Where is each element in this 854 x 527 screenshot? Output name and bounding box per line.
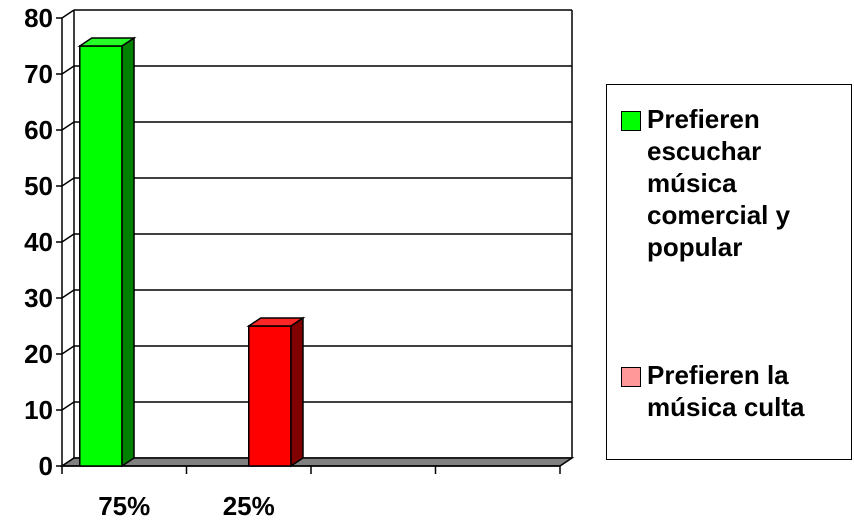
chart-floor xyxy=(59,457,575,467)
chart-grid xyxy=(61,9,573,467)
x-tick-label: 75% xyxy=(98,491,150,521)
bar-side xyxy=(290,316,304,468)
y-tick-label: 60 xyxy=(24,115,53,145)
y-tick-label: 40 xyxy=(24,227,53,257)
y-tick-label: 80 xyxy=(24,3,53,33)
grid-diagonal xyxy=(61,65,75,75)
grid-diagonal xyxy=(61,177,75,187)
y-tick-label: 0 xyxy=(39,451,53,481)
bar-top xyxy=(246,317,306,327)
y-tick-label: 70 xyxy=(24,59,53,89)
grid-diagonal xyxy=(61,233,75,243)
bar-front xyxy=(248,325,292,467)
y-tick-label: 50 xyxy=(24,171,53,201)
y-tick-label: 20 xyxy=(24,339,53,369)
legend-label-culta: Prefieren la música culta xyxy=(647,360,805,422)
chart-bars xyxy=(77,36,306,468)
legend-item-commercial-popular: Prefieren escuchar música comercial y po… xyxy=(621,103,849,263)
grid-diagonal xyxy=(61,345,75,355)
chart-axes xyxy=(56,17,575,474)
bar-side xyxy=(121,36,135,468)
grid-diagonal xyxy=(61,289,75,299)
chart-legend: Prefieren escuchar música comercial y po… xyxy=(606,84,852,460)
y-tick-label: 10 xyxy=(24,395,53,425)
bar-top xyxy=(77,37,137,47)
legend-swatch-red xyxy=(621,367,641,387)
x-tick-label: 25% xyxy=(223,491,275,521)
legend-swatch-green xyxy=(621,111,641,131)
grid-diagonal xyxy=(61,401,75,411)
bar-front xyxy=(79,45,123,467)
y-tick-label: 30 xyxy=(24,283,53,313)
grid-diagonal xyxy=(61,9,75,19)
grid-diagonal xyxy=(61,121,75,131)
bar-chart: 0 10 20 30 40 50 60 70 80 75% 25% xyxy=(24,3,575,521)
legend-item-culta: Prefieren la música culta xyxy=(621,359,849,423)
chart-labels: 0 10 20 30 40 50 60 70 80 75% 25% xyxy=(24,3,275,521)
legend-label-commercial-popular: Prefieren escuchar música comercial y po… xyxy=(647,104,791,262)
